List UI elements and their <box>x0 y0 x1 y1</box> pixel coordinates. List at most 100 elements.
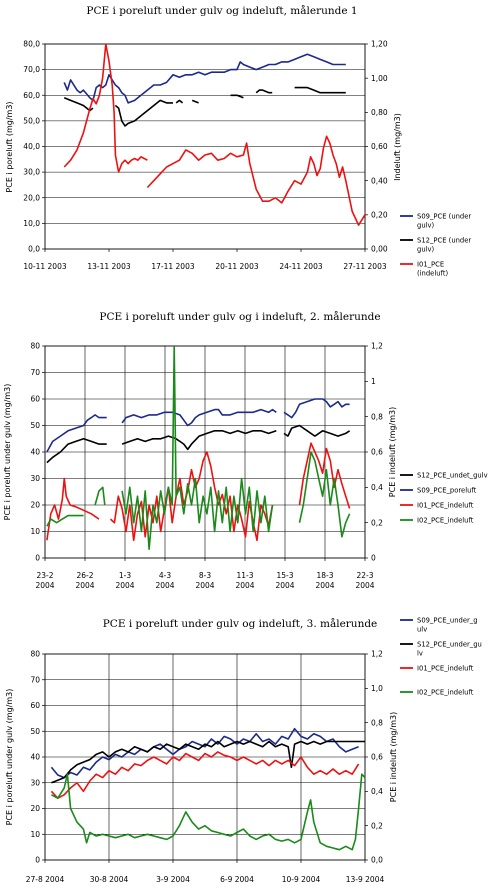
x-tick-label-line: 2004 <box>115 581 134 590</box>
legend-label: S09_PCE (under <box>417 213 471 221</box>
y-tick-label: 40 <box>30 448 40 457</box>
x-tick-label: 8-3 2004 <box>195 571 214 590</box>
x-tick-label: 6-9 2004 <box>220 875 254 884</box>
y2-tick-label: 0,20 <box>371 210 388 219</box>
legend-label: S12_PCE_undet_gulv <box>417 472 488 480</box>
legend-label: lv <box>417 650 423 658</box>
y2-tick-label: 0,4 <box>371 483 383 492</box>
series-2-line <box>51 740 365 784</box>
legend-label: ulv <box>417 626 427 634</box>
plot-frame <box>44 43 366 250</box>
series-2-line <box>283 424 351 437</box>
series-4-line <box>46 514 84 527</box>
x-tick-label: 13-9 2004 <box>346 875 385 884</box>
x-tick-label: 1-3 2004 <box>115 571 134 590</box>
legend: S12_PCE_undet_gulv S09_PCE_poreluft I01_PC… <box>400 472 488 525</box>
legend-label: S12_PCE_under_gu <box>417 641 482 649</box>
y2-tick-label: 0,4 <box>371 787 383 796</box>
x-tick-label-line: 26-2 <box>76 571 93 580</box>
y2-tick-label: 0,40 <box>371 176 388 185</box>
x-tick-label-line: 8-3 <box>199 571 211 580</box>
series-1-line <box>121 408 277 427</box>
series-2-line <box>114 99 173 127</box>
x-tick-label-line: 2004 <box>315 581 334 590</box>
y2-tick-label: 0,6 <box>371 448 383 457</box>
series-3-line <box>109 451 274 542</box>
x-tick-label-line: 2004 <box>155 581 174 590</box>
series-2-line <box>121 430 277 451</box>
y-tick-label: 30 <box>30 778 40 787</box>
y2-tick-label: 1,0 <box>371 684 383 693</box>
x-tick-label: 20-11 2003 <box>215 262 258 271</box>
series-3-line <box>63 44 148 173</box>
y2-tick-label: 0,0 <box>371 856 383 865</box>
y-tick-label: 60,0 <box>23 91 40 100</box>
y2-tick-label: 0,8 <box>371 412 383 421</box>
x-tick-label: 30-8 2004 <box>90 875 129 884</box>
series-3-line <box>46 477 100 541</box>
x-tick-label-line: 2004 <box>35 581 54 590</box>
x-tick-label: 23-2 2004 <box>35 571 54 590</box>
y2-tick-label: 1 <box>371 377 376 386</box>
x-tick-label: 26-2 2004 <box>75 571 94 590</box>
x-tick-label: 27-11 2003 <box>343 262 386 271</box>
y2-tick-label: 0,00 <box>371 245 388 254</box>
series-3-line <box>50 751 360 799</box>
y2-axis-label: Indeluft (mg/m3) <box>393 113 402 181</box>
y-tick-label: 70,0 <box>23 65 40 74</box>
x-tick-label: 10-11 2003 <box>23 262 66 271</box>
series-2-line <box>230 94 244 99</box>
legend-label: S09_PCE_poreluft <box>417 487 477 495</box>
series-2-line <box>175 99 184 104</box>
y-tick-label: 70 <box>30 368 40 377</box>
x-tick-label-line: 2004 <box>195 581 214 590</box>
x-tick-label-line: 15-3 <box>276 571 293 580</box>
x-tick-label-line: 11-3 <box>236 571 253 580</box>
y-tick-label: 80,0 <box>23 40 40 49</box>
y-axis-label: PCE i poreluft (mg/m3) <box>5 101 14 192</box>
x-tick-label: 10-9 2004 <box>282 875 321 884</box>
plot-frame <box>44 653 366 861</box>
x-tick-label: 24-11 2003 <box>279 262 322 271</box>
y-tick-label: 30,0 <box>23 168 40 177</box>
series-4-line <box>121 346 274 550</box>
series-2-line <box>191 99 199 104</box>
y-tick-label: 0,0 <box>28 245 40 254</box>
series-3-line <box>298 442 351 509</box>
series-1-line <box>46 414 107 453</box>
y2-tick-label: 0,8 <box>371 718 383 727</box>
x-tick-label: 4-3 2004 <box>155 571 174 590</box>
series-4-line <box>94 486 106 506</box>
series-1-line <box>283 398 350 419</box>
y-tick-label: 10 <box>30 527 40 536</box>
y-tick-label: 0 <box>35 554 40 563</box>
legend-label: I01_PCE <box>417 261 444 269</box>
y-tick-label: 80 <box>30 650 40 659</box>
y2-axis-label: PCE i indeluft (mg/m3) <box>388 407 397 497</box>
series-4-line <box>298 451 351 538</box>
chart-3: PCE i poreluft under gulv og indeluft, 3… <box>5 617 482 885</box>
x-tick-label: 13-11 2003 <box>87 262 130 271</box>
y-tick-label: 50 <box>30 421 40 430</box>
y-tick-label: 40 <box>30 753 40 762</box>
plot-frame <box>44 345 366 559</box>
y-tick-label: 50,0 <box>23 116 40 125</box>
y-axis-label: PCE i poreluft under gulv (mg/m3) <box>3 384 12 521</box>
legend-label: gulv) <box>417 246 435 254</box>
y2-tick-label: 1,00 <box>371 74 388 83</box>
y-tick-label: 60 <box>30 395 40 404</box>
y-tick-label: 80 <box>30 342 40 351</box>
y-tick-label: 20 <box>30 804 40 813</box>
chart-title: PCE i poreluft under gulv og i indeluft,… <box>99 310 380 323</box>
x-tick-label-line: 2004 <box>355 581 374 590</box>
chart-1: PCE i poreluft under gulv og indeluft, m… <box>5 4 471 278</box>
x-tick-label: 3-9 2004 <box>156 875 190 884</box>
legend-label: I02_PCE_indeluft <box>417 517 474 525</box>
x-tick-label-line: 23-2 <box>36 571 53 580</box>
chart-title: PCE i poreluft under gulv og indeluft, 3… <box>103 617 378 630</box>
y2-tick-label: 0,60 <box>371 142 388 151</box>
legend-label: I01_PCE_indeluft <box>417 665 474 673</box>
y2-tick-label: 0,2 <box>371 821 383 830</box>
